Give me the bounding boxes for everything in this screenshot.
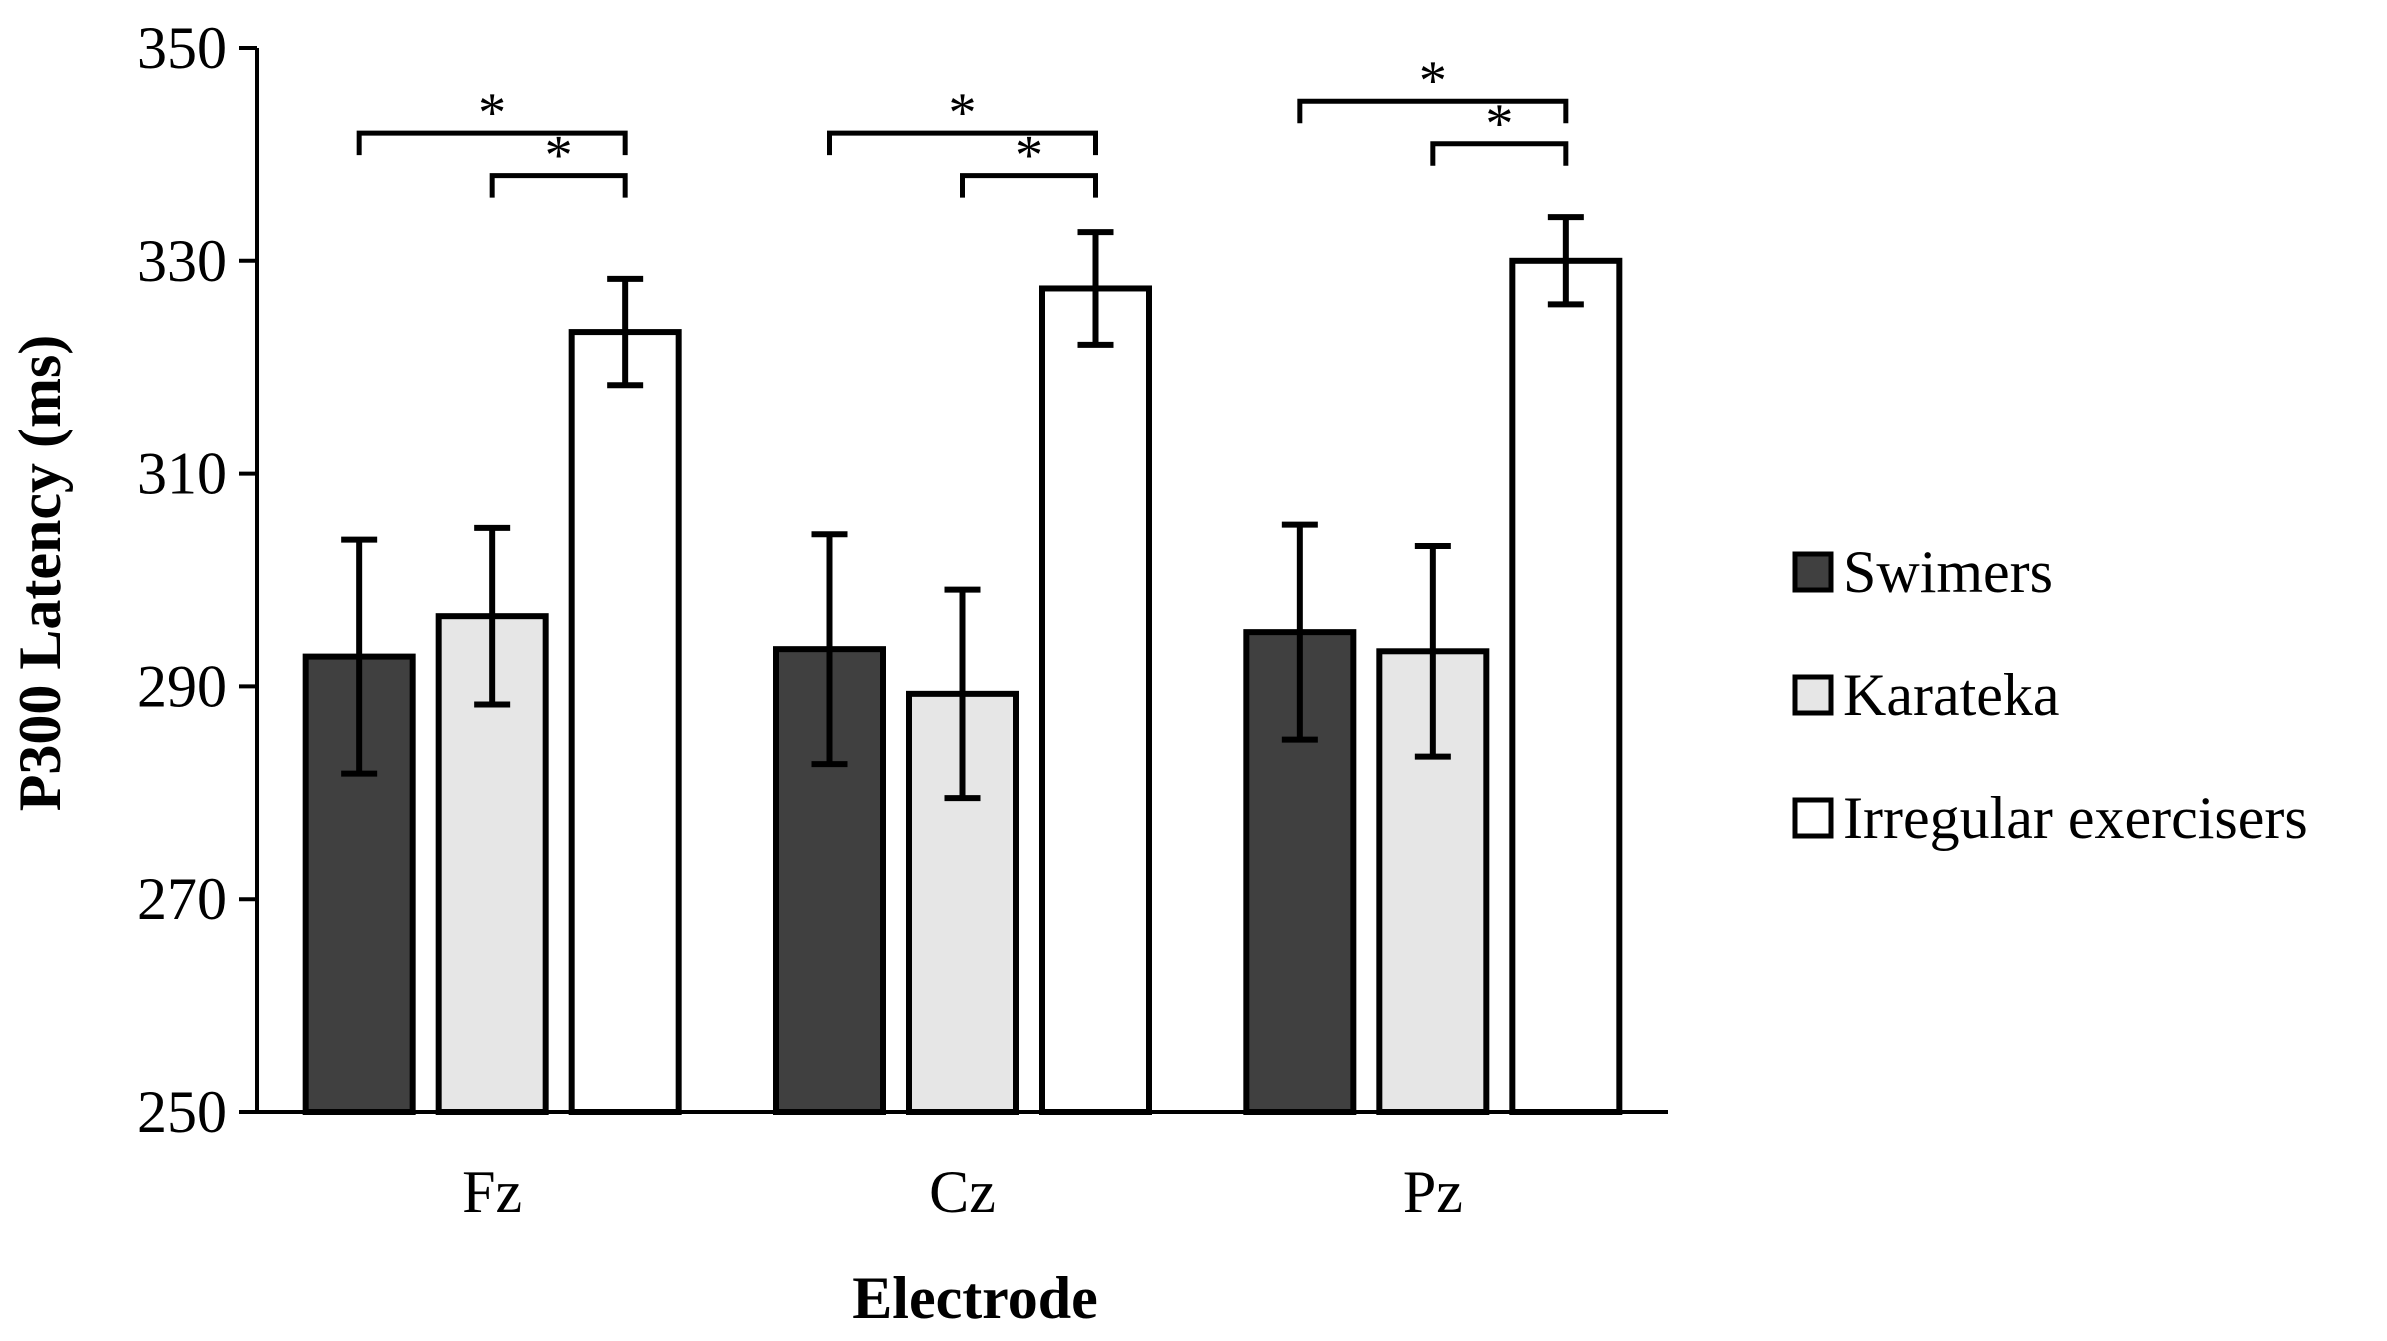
- x-tick-label: Fz: [462, 1159, 522, 1225]
- y-tick-label: 250: [137, 1079, 227, 1145]
- y-tick-label: 330: [137, 228, 227, 294]
- significance-star: *: [1485, 93, 1513, 155]
- legend-label-swimers: Swimers: [1843, 539, 2053, 605]
- x-tick-label: Cz: [929, 1159, 996, 1225]
- significance-bracket-fz-1: [489, 173, 628, 198]
- y-tick-label: 350: [137, 15, 227, 81]
- significance-bracket-pz-4: [1297, 98, 1569, 124]
- legend-label-irregular-exercisers: Irregular exercisers: [1843, 785, 2308, 851]
- significance-star: *: [949, 82, 977, 144]
- axes-layer: 250 270 290 310 330 350 Fz Cz Pz: [137, 15, 1668, 1225]
- error-bars-layer: [341, 214, 1584, 802]
- significance-bracket-pz-5: [1430, 141, 1569, 166]
- y-tick-label: 310: [137, 441, 227, 507]
- significance-star: *: [1015, 125, 1043, 187]
- bar-cz-irregular-exercisers: [1039, 285, 1152, 1115]
- y-tick-label: 270: [137, 866, 227, 932]
- significance-bracket-fz-0: [356, 130, 628, 156]
- y-axis-title: P300 Latency (ms): [7, 335, 73, 812]
- significance-star: *: [545, 125, 573, 187]
- significance-star: *: [478, 82, 506, 144]
- significance-star: *: [1419, 50, 1447, 112]
- significance-bracket-cz-2: [827, 130, 1098, 156]
- bar-fz-karateka: [435, 613, 549, 1116]
- legend-swatch-swimers: [1792, 551, 1834, 593]
- legend-swatch-irregular-exercisers: [1792, 797, 1834, 839]
- bar-fz-irregular-exercisers: [568, 329, 682, 1115]
- y-tick-label: 290: [137, 653, 227, 719]
- significance-layer: * * * * * *: [356, 50, 1569, 198]
- x-tick-label: Pz: [1403, 1159, 1463, 1225]
- legend-swatch-karateka: [1792, 674, 1834, 716]
- legend: Swimers Karateka Irregular exercisers: [1792, 539, 2308, 851]
- legend-label-karateka: Karateka: [1843, 662, 2060, 728]
- significance-bracket-cz-3: [960, 173, 1098, 198]
- bar-pz-irregular-exercisers: [1509, 257, 1623, 1115]
- x-axis-title: Electrode: [852, 1265, 1097, 1331]
